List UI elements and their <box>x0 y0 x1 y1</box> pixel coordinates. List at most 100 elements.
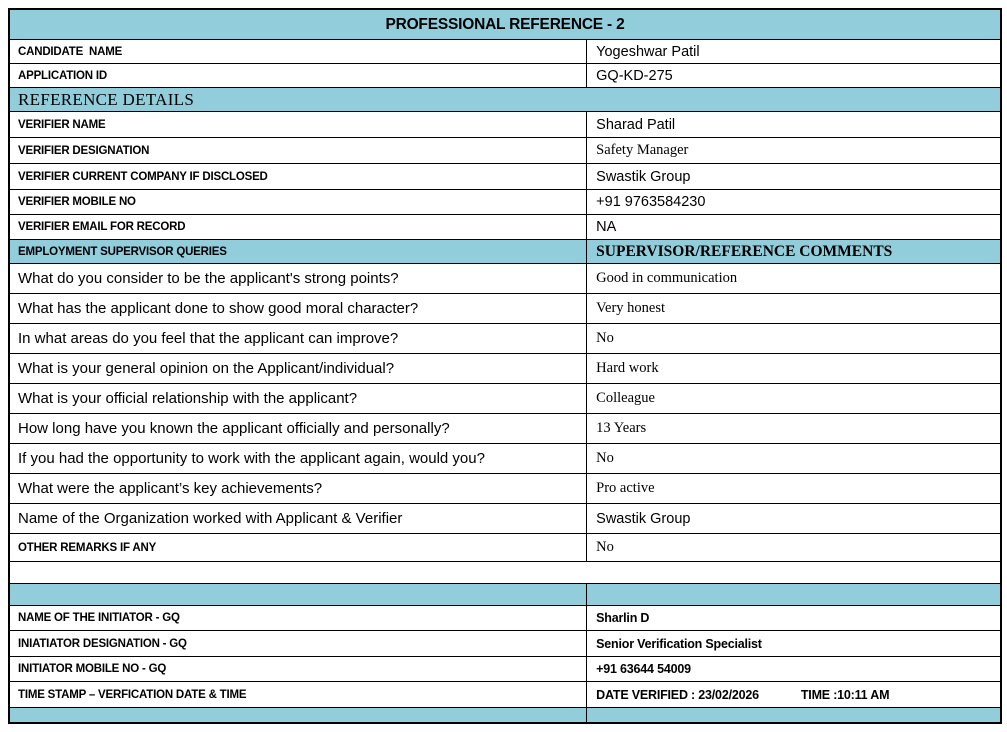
query-6-cell: How long have you known the applicant of… <box>10 414 588 443</box>
table-row-query-1: What do you consider to be the applicant… <box>10 264 1000 294</box>
verifier-email-label-cell: VERIFIER EMAIL FOR RECORD <box>10 215 588 239</box>
query-5-cell: What is your official relationship with … <box>10 384 588 413</box>
queries-header-left: EMPLOYMENT SUPERVISOR QUERIES <box>18 245 227 258</box>
verifier-company-label-cell: VERIFIER CURRENT COMPANY IF DISCLOSED <box>10 164 588 189</box>
verifier-name-value-cell: Sharad Patil <box>587 112 1000 137</box>
page-title: PROFESSIONAL REFERENCE - 2 <box>385 15 625 33</box>
table-row-query-4: What is your general opinion on the Appl… <box>10 354 1000 384</box>
verifier-mobile-label-cell: VERIFIER MOBILE NO <box>10 190 588 214</box>
table-row-query-9: Name of the Organization worked with App… <box>10 504 1000 534</box>
application-id-label: APPLICATION ID <box>18 69 107 82</box>
verifier-name-value: Sharad Patil <box>596 116 676 133</box>
table-row-candidate-name: CANDIDATE NAME Yogeshwar Patil <box>10 40 1000 64</box>
answer-7-text: No <box>596 450 614 466</box>
spacer-row-blue <box>10 584 1000 606</box>
answer-5-text: Colleague <box>596 390 655 406</box>
query-1-text: What do you consider to be the applicant… <box>18 270 399 287</box>
query-6-text: How long have you known the applicant of… <box>18 420 450 437</box>
verifier-email-value-cell: NA <box>587 215 1000 239</box>
query-4-text: What is your general opinion on the Appl… <box>18 360 395 377</box>
answer-5-cell: Colleague <box>587 384 1000 413</box>
table-row-query-8: What were the applicant’s key achievemen… <box>10 474 1000 504</box>
verifier-mobile-value-cell: +91 9763584230 <box>587 190 1000 214</box>
verifier-mobile-label: VERIFIER MOBILE NO <box>18 196 136 208</box>
queries-header-left-cell: EMPLOYMENT SUPERVISOR QUERIES <box>10 240 588 263</box>
spacer-blue-left-cell <box>10 584 588 605</box>
timestamp-time-value: TIME :10:11 AM <box>800 687 890 702</box>
query-4-cell: What is your general opinion on the Appl… <box>10 354 588 383</box>
query-2-text: What has the applicant done to show good… <box>18 300 419 317</box>
initiator-mobile-label: INITIATOR MOBILE NO - GQ <box>18 663 167 675</box>
initiator-name-value: Sharlin D <box>596 611 650 625</box>
queries-header-right: SUPERVISOR/REFERENCE COMMENTS <box>596 242 893 260</box>
table-row-other-remarks: OTHER REMARKS IF ANY No <box>10 534 1000 562</box>
initiator-mobile-value: +91 63644 54009 <box>596 662 691 676</box>
answer-9-text: Swastik Group <box>596 510 691 527</box>
query-2-cell: What has the applicant done to show good… <box>10 294 588 323</box>
verifier-designation-label: VERIFIER DESIGNATION <box>18 144 150 157</box>
verifier-company-value-cell: Swastik Group <box>587 164 1000 189</box>
other-remarks-label: OTHER REMARKS IF ANY <box>18 541 157 554</box>
spacer-blue-right-cell <box>587 584 1000 605</box>
answer-3-text: No <box>596 330 614 346</box>
answer-2-text: Very honest <box>596 300 666 316</box>
other-remarks-value-cell: No <box>587 534 1000 561</box>
verifier-designation-value: Safety Manager <box>596 142 689 158</box>
answer-8-cell: Pro active <box>587 474 1000 503</box>
spacer-row-white <box>10 562 1000 584</box>
verifier-company-label: VERIFIER CURRENT COMPANY IF DISCLOSED <box>18 170 268 183</box>
candidate-name-label: CANDIDATE NAME <box>18 45 123 58</box>
bottom-blue-right-cell <box>587 708 1000 722</box>
reference-table: PROFESSIONAL REFERENCE - 2 CANDIDATE NAM… <box>8 8 1002 724</box>
candidate-name-value: Yogeshwar Patil <box>596 43 700 60</box>
verifier-designation-label-cell: VERIFIER DESIGNATION <box>10 138 588 163</box>
answer-2-cell: Very honest <box>587 294 1000 323</box>
table-row-initiator-designation: INIATIATOR DESIGNATION - GQ Senior Verif… <box>10 631 1000 657</box>
query-5-text: What is your official relationship with … <box>18 390 358 407</box>
initiator-name-label: NAME OF THE INITIATOR - GQ <box>18 612 180 624</box>
table-row-initiator-mobile: INITIATOR MOBILE NO - GQ +91 63644 54009 <box>10 657 1000 682</box>
table-row-initiator-name: NAME OF THE INITIATOR - GQ Sharlin D <box>10 606 1000 631</box>
table-row-query-5: What is your official relationship with … <box>10 384 1000 414</box>
initiator-name-label-cell: NAME OF THE INITIATOR - GQ <box>10 606 588 630</box>
table-row-verifier-designation: VERIFIER DESIGNATION Safety Manager <box>10 138 1000 164</box>
table-row-application-id: APPLICATION ID GQ-KD-275 <box>10 64 1000 88</box>
verifier-company-value: Swastik Group <box>596 168 691 185</box>
answer-9-cell: Swastik Group <box>587 504 1000 533</box>
application-id-value-cell: GQ-KD-275 <box>587 64 1000 87</box>
answer-7-cell: No <box>587 444 1000 473</box>
initiator-designation-label-cell: INIATIATOR DESIGNATION - GQ <box>10 631 588 656</box>
answer-8-text: Pro active <box>596 480 655 496</box>
answer-1-text: Good in communication <box>596 270 738 286</box>
query-8-text: What were the applicant’s key achievemen… <box>18 480 323 497</box>
verifier-name-label-cell: VERIFIER NAME <box>10 112 588 137</box>
query-9-text: Name of the Organization worked with App… <box>18 510 403 527</box>
timestamp-label-cell: TIME STAMP – VERFICATION DATE & TIME <box>10 682 588 707</box>
application-id-value: GQ-KD-275 <box>596 67 673 84</box>
timestamp-value-cell: DATE VERIFIED : 23/02/2026 TIME :10:11 A… <box>587 682 1000 707</box>
initiator-designation-value: Senior Verification Specialist <box>596 636 762 651</box>
verifier-designation-value-cell: Safety Manager <box>587 138 1000 163</box>
initiator-name-value-cell: Sharlin D <box>587 606 1000 630</box>
reference-details-section-title: REFERENCE DETAILS <box>18 89 195 109</box>
table-row-query-3: In what areas do you feel that the appli… <box>10 324 1000 354</box>
table-row-verifier-email: VERIFIER EMAIL FOR RECORD NA <box>10 215 1000 240</box>
verifier-mobile-value: +91 9763584230 <box>596 194 706 210</box>
answer-3-cell: No <box>587 324 1000 353</box>
query-3-text: In what areas do you feel that the appli… <box>18 330 399 347</box>
bottom-blue-left-cell <box>10 708 588 722</box>
query-8-cell: What were the applicant’s key achievemen… <box>10 474 588 503</box>
candidate-name-label-cell: CANDIDATE NAME <box>10 40 588 63</box>
verifier-email-value: NA <box>596 219 617 235</box>
query-1-cell: What do you consider to be the applicant… <box>10 264 588 293</box>
table-row-timestamp: TIME STAMP – VERFICATION DATE & TIME DAT… <box>10 682 1000 708</box>
other-remarks-value: No <box>596 539 614 555</box>
table-row-query-6: How long have you known the applicant of… <box>10 414 1000 444</box>
answer-4-text: Hard work <box>596 360 659 376</box>
initiator-designation-value-cell: Senior Verification Specialist <box>587 631 1000 656</box>
table-row-verifier-mobile: VERIFIER MOBILE NO +91 9763584230 <box>10 190 1000 215</box>
application-id-label-cell: APPLICATION ID <box>10 64 588 87</box>
title-row: PROFESSIONAL REFERENCE - 2 <box>10 10 1000 40</box>
query-7-text: If you had the opportunity to work with … <box>18 450 485 467</box>
table-row-verifier-company: VERIFIER CURRENT COMPANY IF DISCLOSED Sw… <box>10 164 1000 190</box>
